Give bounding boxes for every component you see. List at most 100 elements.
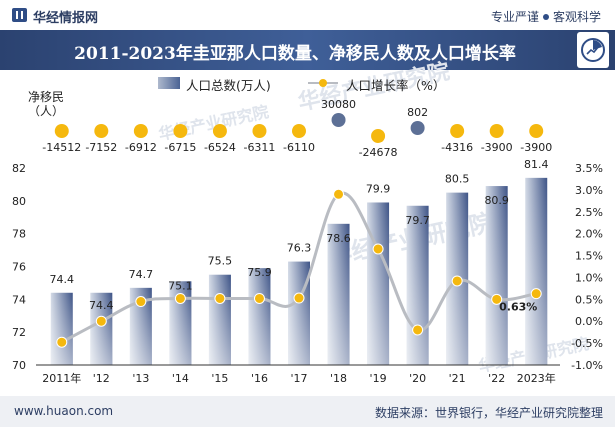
growth-rate-label-12: 0.63% (499, 301, 537, 314)
brand-name[interactable]: 华经情报网 (33, 11, 99, 26)
dot-separator-icon (542, 13, 549, 20)
growth-rate-point-0 (56, 336, 68, 348)
brand-logo-icon (12, 8, 27, 22)
migration-value-5: -6311 (243, 141, 275, 154)
bar-shade-5 (248, 268, 271, 365)
x-tick-label: '20 (409, 372, 426, 385)
migration-point-1 (94, 124, 109, 138)
bar-value-label-3: 75.1 (168, 279, 193, 292)
growth-rate-point-7 (333, 188, 345, 200)
tagline-right: 客观科学 (552, 10, 601, 24)
growth-rate-point-1 (95, 315, 107, 327)
migration-value-7: 30080 (321, 98, 356, 111)
footer-site-link[interactable]: www.huaon.com (14, 404, 114, 418)
growth-rate-point-3 (174, 292, 186, 304)
y-left-tick: 70 (12, 359, 26, 372)
migration-label-line: （人） (27, 104, 64, 118)
bar-value-label-7: 78.6 (326, 232, 351, 245)
migration-value-11: -3900 (481, 141, 513, 154)
migration-point-2 (133, 124, 148, 138)
bar-shade-3 (169, 281, 192, 365)
growth-rate-point-8 (372, 243, 384, 255)
label-layer: 74.4 74.4 74.7 75.1 75.5 75.9 76.3 78.6 79.9 79.7… (50, 158, 549, 314)
migration-point-8 (371, 129, 386, 143)
migration-point-7 (331, 113, 346, 127)
y-right-tick: 1.0% (575, 271, 603, 284)
growth-rate-point-4 (214, 292, 226, 304)
migration-point-12 (529, 124, 544, 138)
bar-value-label-9: 79.7 (405, 214, 430, 227)
x-tick-label: '13 (132, 372, 149, 385)
bar-shade-0 (50, 292, 73, 365)
migration-value-8: -24678 (359, 146, 398, 159)
y-left-tick: 80 (12, 195, 26, 208)
migration-value-10: -4316 (441, 141, 473, 154)
migration-point-0 (54, 124, 69, 138)
legend: 人口总数(万人) 人口增长率（%） (0, 74, 615, 93)
migration-value-6: -6110 (283, 141, 315, 154)
bar-value-label-4: 75.5 (208, 255, 233, 268)
header: 华经情报网 专业严谨 客观科学 (0, 0, 615, 30)
bar-value-label-11: 80.9 (484, 194, 509, 207)
migration-value-1: -7152 (85, 141, 117, 154)
legend-bar-swatch (158, 77, 180, 89)
growth-rate-point-10 (451, 275, 463, 287)
axis-layer: 70 72 74 76 78 80 82 -1.0% -0.5% 0.0% 0.5% 1.0% 1.5%… (12, 162, 603, 385)
y-left-tick: 82 (12, 162, 26, 175)
y-left-tick: 74 (12, 293, 26, 306)
x-tick-label: '14 (172, 372, 189, 385)
bar-shade-12 (525, 177, 548, 365)
migration-label-line: 净移民 (27, 90, 64, 104)
migration-point-10 (450, 124, 465, 138)
bars-layer (50, 177, 548, 365)
bar-value-label-8: 79.9 (366, 182, 391, 195)
migration-point-4 (212, 124, 227, 138)
bar-shade-7 (327, 223, 350, 365)
chart-title: 2011-2023年圭亚那人口数量、净移民人数及人口增长率 (74, 44, 516, 64)
bar-shade-6 (288, 261, 310, 365)
bar-shade-9 (406, 205, 429, 365)
bar-value-label-1: 74.4 (89, 299, 114, 312)
migration-value-12: -3900 (520, 141, 552, 154)
growth-rate-point-9 (412, 324, 424, 336)
y-right-tick: 1.5% (575, 250, 603, 263)
migration-point-11 (489, 124, 504, 138)
line-layer (56, 188, 542, 348)
y-right-tick: 2.5% (575, 206, 603, 219)
chart-badge-icon (577, 32, 609, 68)
bar-value-label-12: 81.4 (524, 158, 549, 171)
migration-point-3 (173, 124, 188, 138)
x-tick-label: '21 (449, 372, 466, 385)
bar-value-label-0: 74.4 (50, 273, 75, 286)
x-tick-label: '19 (370, 372, 387, 385)
bar-shade-4 (208, 274, 231, 365)
watermark-text: 华经产业研究院 (157, 102, 271, 144)
x-tick-label: '18 (330, 372, 347, 385)
y-right-tick: -1.0% (571, 359, 603, 372)
y-right-tick: 2.0% (575, 228, 603, 241)
migration-layer: -14512 -7152 -6912 -6715 -6524 -6311 -6110 3008… (42, 98, 552, 159)
legend-line-swatch (308, 79, 338, 87)
bar-shade-11 (485, 186, 508, 365)
growth-rate-point-11 (491, 293, 503, 305)
migration-row-label: 净移民 （人） (22, 90, 70, 118)
bar-value-label-2: 74.7 (129, 268, 154, 281)
migration-point-9 (410, 121, 425, 135)
migration-value-4: -6524 (204, 141, 236, 154)
legend-bar-label: 人口总数(万人) (186, 78, 271, 93)
y-left-tick: 78 (12, 228, 26, 241)
growth-rate-point-5 (253, 292, 265, 304)
y-right-tick: 3.5% (575, 162, 603, 175)
bar-shade-8 (367, 202, 390, 365)
legend-line-label: 人口增长率（%） (346, 78, 446, 93)
x-tick-label: '15 (211, 372, 228, 385)
footer: www.huaon.com 数据来源：世界银行，华经产业研究院整理 (0, 396, 615, 427)
header-tagline: 专业严谨 客观科学 (491, 8, 601, 25)
tagline-left: 专业严谨 (490, 10, 539, 24)
x-tick-label: 2023年 (517, 371, 556, 385)
y-right-tick: 0.0% (575, 315, 603, 328)
y-right-tick: 3.0% (575, 184, 603, 197)
growth-rate-point-6 (293, 292, 305, 304)
growth-rate-point-12 (530, 288, 542, 300)
